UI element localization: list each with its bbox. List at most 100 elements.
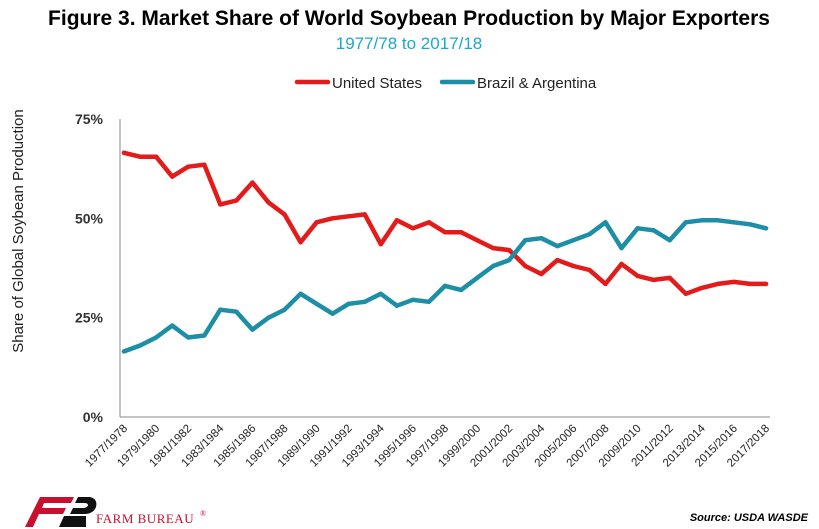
data-point-united-states	[170, 174, 175, 179]
data-point-brazil-argentina	[587, 232, 592, 237]
data-point-united-states	[763, 281, 769, 287]
data-point-united-states	[362, 212, 367, 217]
data-point-brazil-argentina	[763, 226, 769, 231]
data-point-united-states	[474, 238, 480, 243]
data-point-brazil-argentina	[474, 275, 480, 281]
data-point-brazil-argentina	[731, 220, 737, 225]
data-point-united-states	[282, 212, 287, 217]
data-point-united-states	[137, 154, 143, 159]
farm-bureau-logo-mark	[25, 497, 97, 527]
y-tick-label: 50%	[75, 210, 104, 226]
data-point-brazil-argentina	[555, 243, 560, 249]
data-point-brazil-argentina	[667, 238, 672, 243]
data-point-brazil-argentina	[153, 335, 159, 340]
farm-bureau-logo: FARM BUREAU ®	[25, 497, 206, 527]
data-point-united-states	[571, 263, 576, 269]
data-point-united-states	[507, 247, 512, 253]
data-point-united-states	[153, 154, 159, 159]
legend: United States Brazil & Argentina	[294, 75, 597, 92]
data-point-brazil-argentina	[330, 311, 335, 316]
data-point-brazil-argentina	[121, 349, 127, 354]
data-point-united-states	[314, 220, 319, 225]
data-point-brazil-argentina	[426, 299, 432, 304]
data-point-brazil-argentina	[218, 307, 223, 312]
data-point-brazil-argentina	[314, 301, 319, 306]
data-point-brazil-argentina	[170, 323, 175, 328]
data-point-brazil-argentina	[491, 263, 496, 269]
data-point-brazil-argentina	[202, 333, 207, 338]
data-point-brazil-argentina	[699, 218, 704, 223]
y-axis-ticks: 0% 25% 50% 75%	[75, 111, 104, 425]
data-point-united-states	[121, 150, 127, 155]
data-point-brazil-argentina	[651, 228, 656, 233]
data-point-united-states	[410, 226, 416, 231]
data-point-brazil-argentina	[250, 327, 255, 332]
data-point-brazil-argentina	[186, 335, 191, 340]
data-point-united-states	[378, 242, 383, 247]
data-point-united-states	[635, 273, 640, 279]
data-point-united-states	[715, 281, 721, 287]
data-point-brazil-argentina	[635, 226, 640, 231]
data-point-united-states	[555, 257, 560, 263]
data-point-brazil-argentina	[137, 343, 143, 348]
data-point-brazil-argentina	[394, 303, 400, 308]
data-point-brazil-argentina	[458, 287, 464, 293]
data-point-united-states	[394, 218, 400, 223]
data-point-united-states	[234, 198, 239, 203]
data-point-brazil-argentina	[378, 291, 383, 296]
data-point-brazil-argentina	[747, 222, 753, 227]
data-point-brazil-argentina	[683, 220, 688, 225]
data-point-brazil-argentina	[298, 291, 303, 296]
data-point-united-states	[539, 271, 544, 277]
data-point-united-states	[426, 220, 432, 225]
data-point-brazil-argentina	[715, 218, 721, 223]
data-point-united-states	[683, 291, 688, 296]
data-point-united-states	[587, 267, 592, 273]
farm-bureau-logo-text: FARM BUREAU	[96, 511, 194, 526]
x-axis-ticks: 1977/19781979/19801981/19821983/19841985…	[83, 422, 772, 469]
source-note: Source: USDA WASDE	[690, 512, 809, 524]
data-point-united-states	[491, 245, 496, 251]
data-point-united-states	[442, 230, 448, 235]
data-point-brazil-argentina	[442, 283, 448, 289]
legend-label-united-states: United States	[332, 75, 422, 92]
data-point-united-states	[266, 200, 271, 205]
data-point-united-states	[330, 216, 335, 221]
data-point-united-states	[603, 281, 608, 287]
series-group	[121, 150, 769, 354]
data-point-brazil-argentina	[619, 245, 624, 251]
data-point-united-states	[186, 164, 191, 169]
y-tick-label: 25%	[75, 310, 104, 326]
registered-mark: ®	[200, 509, 206, 518]
data-point-brazil-argentina	[234, 309, 239, 314]
data-point-brazil-argentina	[523, 238, 528, 243]
data-point-brazil-argentina	[539, 236, 544, 241]
chart-title: Figure 3. Market Share of World Soybean …	[48, 7, 770, 30]
data-point-brazil-argentina	[266, 315, 271, 320]
data-point-united-states	[699, 285, 704, 291]
data-point-brazil-argentina	[282, 307, 287, 312]
data-point-united-states	[619, 261, 624, 267]
data-point-united-states	[298, 240, 303, 245]
data-point-brazil-argentina	[571, 238, 576, 243]
data-point-brazil-argentina	[362, 299, 367, 304]
chart-subtitle: 1977/78 to 2017/18	[336, 34, 483, 53]
y-tick-label: 0%	[83, 409, 104, 425]
data-point-united-states	[458, 230, 464, 235]
data-point-brazil-argentina	[346, 301, 351, 306]
axes	[119, 119, 770, 418]
data-point-united-states	[731, 279, 737, 285]
data-point-united-states	[747, 281, 753, 287]
y-axis-label: Share of Global Soybean Production	[10, 109, 27, 353]
series-line-united-states	[121, 150, 769, 297]
data-point-brazil-argentina	[410, 297, 416, 302]
data-point-brazil-argentina	[507, 257, 512, 263]
data-point-united-states	[651, 277, 656, 283]
data-point-united-states	[250, 180, 255, 185]
legend-label-brazil-argentina: Brazil & Argentina	[477, 75, 597, 92]
data-point-united-states	[346, 214, 351, 219]
data-point-united-states	[218, 202, 223, 207]
data-point-united-states	[202, 162, 207, 167]
data-point-united-states	[667, 275, 672, 281]
